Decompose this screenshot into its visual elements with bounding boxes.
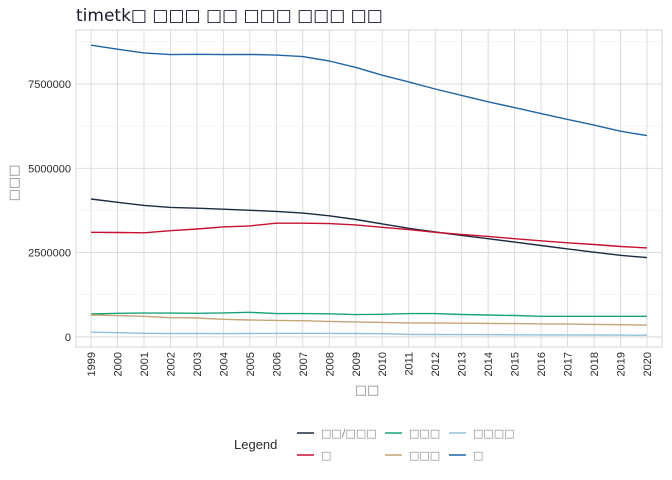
x-tick-label: 2004 — [218, 352, 230, 376]
legend-label: □□□ — [409, 427, 440, 440]
x-axis: 1999 2000 2001 2002 2003 2004 2005 2006 2007 2008… — [86, 352, 654, 376]
x-tick-label: 2000 — [112, 352, 124, 376]
series-line-2 — [90, 222, 648, 249]
x-tick-label: 2007 — [298, 352, 310, 376]
x-tick-label: 2011 — [404, 352, 416, 376]
chart-title: timetk□ □□□ □□ □□□ □□□ □□ — [76, 6, 383, 26]
x-tick-label: 2015 — [510, 352, 522, 376]
x-tick-label: 2017 — [563, 352, 575, 376]
grid — [75, 29, 663, 348]
x-tick-label: 2001 — [139, 352, 151, 376]
x-tick-label: 2006 — [271, 352, 283, 376]
series-line-6 — [90, 44, 648, 137]
panel-border — [75, 29, 663, 348]
x-tick-label: 2019 — [616, 352, 628, 376]
x-tick-label: 2008 — [324, 352, 336, 376]
series-line-3 — [90, 311, 647, 317]
x-axis-title: □□ — [355, 383, 380, 398]
legend: Legend □□/□□□□□□□□□□□□□□□ — [234, 427, 515, 462]
series-line-1 — [90, 198, 648, 259]
legend-label: □ — [321, 449, 331, 462]
y-axis-title: □□□ — [7, 165, 22, 202]
legend-label: □□/□□□ — [321, 427, 377, 440]
y-tick-label: 5000000 — [28, 163, 71, 175]
x-tick-label: 2010 — [377, 352, 389, 376]
series-line-4 — [90, 314, 648, 326]
series-line-5 — [90, 331, 648, 336]
x-tick-label: 2002 — [165, 352, 177, 376]
legend-label: □ — [473, 449, 483, 462]
y-tick-label: 7500000 — [28, 79, 71, 91]
legend-title: Legend — [234, 437, 277, 452]
x-tick-label: 2005 — [245, 352, 257, 376]
legend-label: □□□□ — [473, 427, 515, 440]
x-tick-label: 1999 — [86, 352, 98, 376]
y-axis: 0 2500000 5000000 7500000 — [28, 79, 71, 344]
x-tick-label: 2018 — [589, 352, 601, 376]
x-tick-label: 2013 — [457, 352, 469, 376]
x-tick-label: 2009 — [351, 352, 363, 376]
x-tick-label: 2014 — [483, 352, 495, 376]
x-tick-label: 2016 — [536, 352, 548, 376]
legend-label: □□□ — [409, 449, 440, 462]
y-tick-label: 2500000 — [28, 248, 71, 260]
x-tick-label: 2012 — [430, 352, 442, 376]
series-lines — [90, 44, 648, 336]
x-tick-label: 2020 — [642, 352, 654, 376]
y-tick-label: 0 — [65, 332, 71, 344]
x-tick-label: 2003 — [192, 352, 204, 376]
